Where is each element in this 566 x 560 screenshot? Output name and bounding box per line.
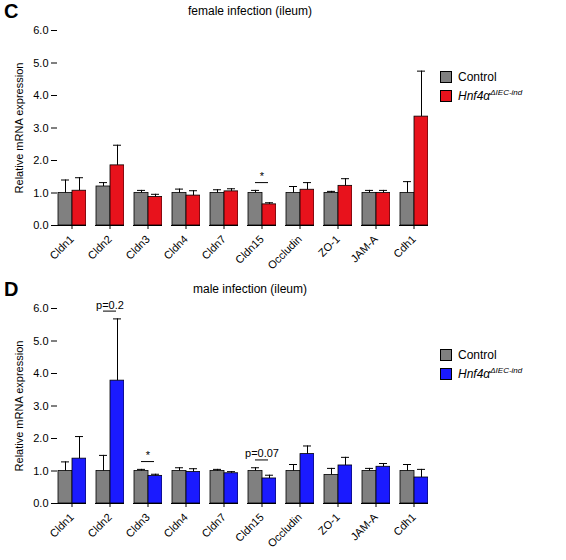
svg-text:Cldn2: Cldn2 xyxy=(85,511,114,540)
svg-text:Cldn1: Cldn1 xyxy=(47,511,76,540)
html-text:Hnf4αΔIEC-ind: Hnf4αΔIEC-ind xyxy=(458,88,523,103)
svg-text:JAM-A: JAM-A xyxy=(348,510,380,542)
svg-text:Cldn2: Cldn2 xyxy=(85,233,114,262)
svg-text:4.0: 4.0 xyxy=(33,89,48,101)
svg-text:*: * xyxy=(260,170,265,182)
svg-text:0.0: 0.0 xyxy=(33,497,48,509)
svg-text:3.0: 3.0 xyxy=(33,122,48,134)
html-text:Hnf4αΔIEC-ind: Hnf4αΔIEC-ind xyxy=(458,366,523,381)
svg-text:0.0: 0.0 xyxy=(33,219,48,231)
svg-text:Relative mRNA expression: Relative mRNA expression xyxy=(13,341,25,472)
svg-text:Cldn3: Cldn3 xyxy=(123,233,152,262)
html-text:C: C xyxy=(4,0,19,22)
svg-text:ZO-1: ZO-1 xyxy=(316,233,342,259)
svg-text:Relative mRNA expression: Relative mRNA expression xyxy=(13,63,25,194)
svg-text:1.0: 1.0 xyxy=(33,465,48,477)
svg-text:Cldn7: Cldn7 xyxy=(199,233,228,262)
svg-text:Cldn15: Cldn15 xyxy=(233,233,266,266)
html-text:D: D xyxy=(4,278,19,300)
svg-text:2.0: 2.0 xyxy=(33,432,48,444)
svg-text:ZO-1: ZO-1 xyxy=(316,511,342,537)
svg-text:Cdh1: Cdh1 xyxy=(391,233,418,260)
svg-text:2.0: 2.0 xyxy=(33,154,48,166)
svg-text:p=0.07: p=0.07 xyxy=(245,447,279,459)
html-text:Control: Control xyxy=(458,70,497,84)
svg-text:5.0: 5.0 xyxy=(33,335,48,347)
svg-text:3.0: 3.0 xyxy=(33,400,48,412)
svg-text:Cdh1: Cdh1 xyxy=(391,511,418,538)
svg-text:p=0.2: p=0.2 xyxy=(96,299,124,311)
html-text:male infection (ileum): male infection (ileum) xyxy=(193,282,307,296)
svg-text:Cldn3: Cldn3 xyxy=(123,511,152,540)
svg-text:4.0: 4.0 xyxy=(33,367,48,379)
html-text:female infection (ileum): female infection (ileum) xyxy=(188,4,312,18)
svg-text:Cldn4: Cldn4 xyxy=(161,511,190,540)
svg-text:1.0: 1.0 xyxy=(33,187,48,199)
svg-text:Cldn15: Cldn15 xyxy=(233,511,266,544)
svg-text:Cldn4: Cldn4 xyxy=(161,233,190,262)
svg-text:Occludin: Occludin xyxy=(265,511,304,550)
svg-text:*: * xyxy=(146,449,151,461)
svg-text:Cldn7: Cldn7 xyxy=(199,511,228,540)
svg-text:Occludin: Occludin xyxy=(265,233,304,272)
svg-text:6.0: 6.0 xyxy=(33,302,48,314)
svg-text:6.0: 6.0 xyxy=(33,24,48,36)
svg-text:5.0: 5.0 xyxy=(33,57,48,69)
html-text:Control: Control xyxy=(458,348,497,362)
svg-text:Cldn1: Cldn1 xyxy=(47,233,76,262)
svg-text:JAM-A: JAM-A xyxy=(348,232,380,264)
